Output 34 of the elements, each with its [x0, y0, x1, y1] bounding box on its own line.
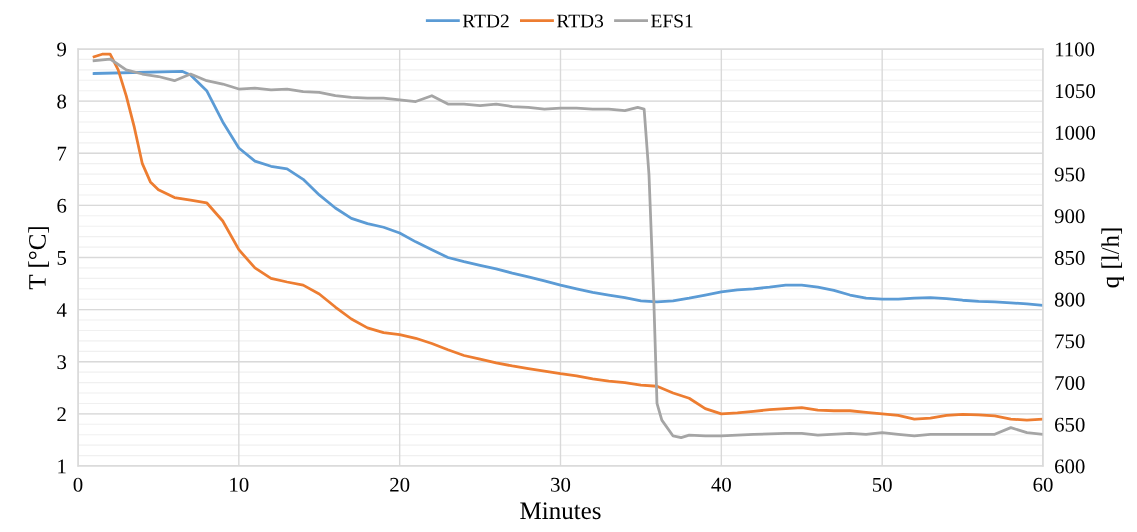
y-tick-label: 3	[57, 355, 67, 370]
y2-tick-label: 1000	[1055, 125, 1095, 140]
y-tick-label: 1	[58, 459, 66, 474]
x-tick-label: 50	[872, 477, 892, 492]
y2-tick-label: 950	[1054, 167, 1085, 182]
x-axis-title: Minutes	[520, 502, 601, 520]
y-axis-title: T [°C]	[28, 227, 49, 290]
y-tick-label: 9	[57, 42, 67, 57]
y-tick-label: 8	[57, 94, 67, 109]
legend-label: RTD3	[556, 14, 604, 28]
x-tick-label: 10	[230, 477, 249, 492]
y2-tick-label: 900	[1054, 209, 1085, 224]
y-tick-label: 4	[56, 303, 67, 317]
line-series	[92, 70, 1043, 307]
x-tick-label: 40	[711, 477, 731, 492]
y2-tick-label: 650	[1055, 417, 1085, 432]
x-tick-label: 30	[551, 477, 571, 492]
y2-tick-label: 1050	[1055, 84, 1095, 99]
y-tick-label: 6	[57, 198, 67, 213]
x-tick-label: 0	[73, 477, 83, 492]
y2-tick-label: 750	[1055, 334, 1085, 349]
legend-label: EFS1	[651, 14, 693, 28]
y-tick-label: 7	[57, 146, 67, 161]
y2-axis-title: q [l/h]	[1101, 228, 1125, 288]
y2-tick-label: 1100	[1055, 42, 1095, 57]
y2-tick-label: 850	[1054, 250, 1085, 265]
x-tick-label: 60	[1033, 477, 1053, 492]
legend-label: RTD2	[462, 14, 509, 28]
y2-tick-label: 600	[1055, 459, 1085, 474]
x-tick-label: 20	[390, 477, 410, 492]
y-tick-label: 5	[57, 251, 67, 265]
y2-tick-label: 700	[1055, 375, 1085, 391]
y2-tick-label: 800	[1054, 292, 1085, 307]
y-tick-label: 2	[57, 407, 66, 422]
